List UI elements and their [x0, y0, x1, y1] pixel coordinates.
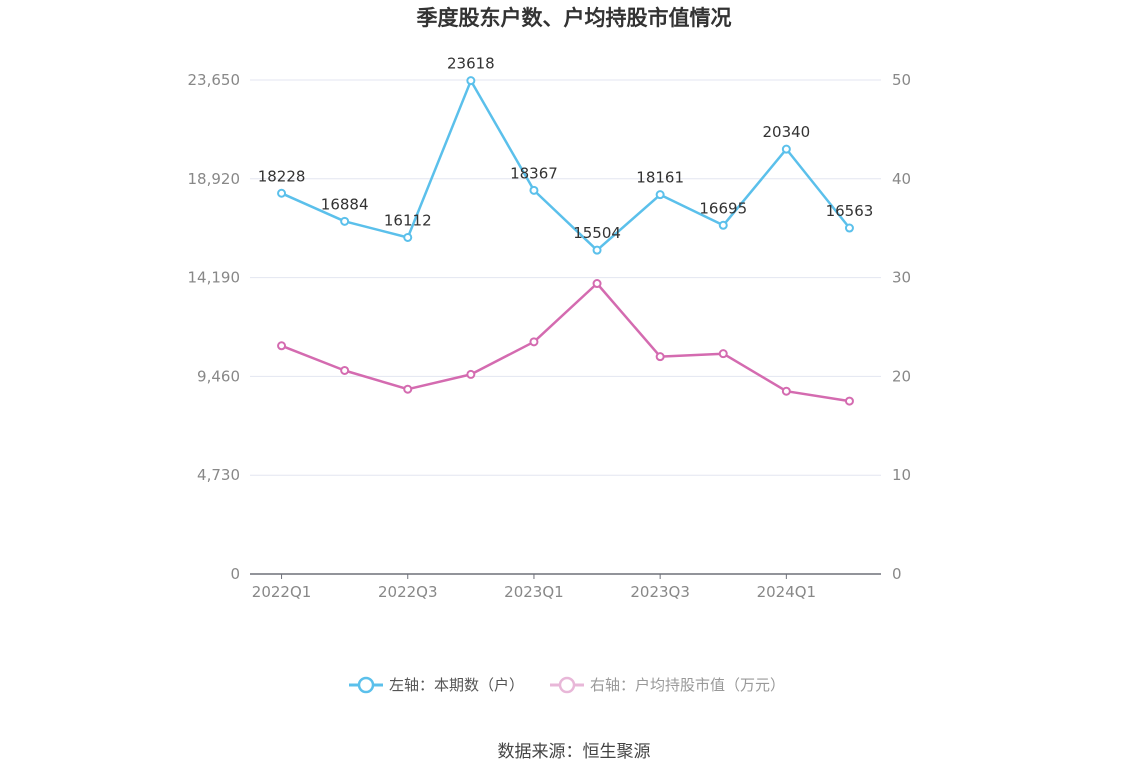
right-axis-tick-label: 40	[892, 170, 911, 188]
right-axis-tick-label: 0	[892, 565, 902, 583]
left-axis-tick-label: 18,920	[188, 170, 241, 188]
series-point-1[interactable]	[529, 337, 539, 347]
x-axis-tick-label: 2024Q1	[757, 583, 817, 601]
legend-marker-market-value	[558, 676, 576, 694]
series-point-1[interactable]	[655, 352, 665, 362]
series-point-0[interactable]	[781, 144, 791, 154]
data-label: 16563	[826, 202, 874, 220]
series-point-0[interactable]	[403, 232, 413, 242]
right-axis-tick-label: 10	[892, 466, 911, 484]
data-labels: 18228 16884 16112 23618 18367 15504 18161 16695…	[258, 55, 874, 242]
series-point-1[interactable]	[781, 386, 791, 396]
series-line-1	[281, 282, 850, 403]
series-point-0[interactable]	[655, 190, 665, 200]
data-label: 16884	[321, 195, 369, 213]
series-point-0[interactable]	[844, 223, 854, 233]
legend-label-market-value: 右轴：户均持股市值（万元）	[590, 676, 785, 694]
left-axis-tick-label: 14,190	[188, 269, 241, 287]
axes: 0 4,730 9,460 14,190 18,920 23,650 0 10 20 30 40 50…	[188, 71, 912, 601]
series-line-0	[281, 79, 851, 252]
x-axis-tick-label: 2022Q3	[378, 583, 438, 601]
series-point-0[interactable]	[718, 220, 728, 230]
series-point-0[interactable]	[277, 188, 287, 198]
x-axis-tick-label: 2023Q1	[504, 583, 564, 601]
series-point-1[interactable]	[403, 384, 413, 394]
left-axis-tick-label: 4,730	[197, 466, 240, 484]
series-point-1[interactable]	[844, 396, 854, 406]
data-label: 18228	[258, 167, 306, 185]
data-label: 20340	[762, 123, 810, 141]
x-axis-tick-label: 2022Q1	[252, 583, 312, 601]
right-axis-tick-label: 50	[892, 71, 911, 89]
left-axis-tick-label: 23,650	[188, 71, 241, 89]
legend-marker-households	[357, 676, 375, 694]
legend-item-households[interactable]: 左轴：本期数（户）	[349, 676, 524, 694]
legend-item-market-value[interactable]: 右轴：户均持股市值（万元）	[550, 676, 785, 694]
series-point-1[interactable]	[592, 279, 602, 289]
series-point-1[interactable]	[277, 341, 287, 351]
series-point-0[interactable]	[466, 76, 476, 86]
left-axis-tick-label: 9,460	[197, 367, 240, 385]
data-source: 数据来源：恒生聚源	[498, 742, 651, 762]
data-label: 18161	[636, 169, 684, 187]
data-label: 16112	[384, 211, 432, 229]
left-axis-tick-label: 0	[230, 565, 240, 583]
data-label: 23618	[447, 55, 495, 73]
right-axis-tick-label: 20	[892, 367, 911, 385]
grid	[250, 79, 881, 476]
series	[277, 76, 854, 406]
legend[interactable]: 左轴：本期数（户） 右轴：户均持股市值（万元）	[349, 676, 785, 694]
series-point-0[interactable]	[340, 216, 350, 226]
data-label: 18367	[510, 164, 558, 182]
data-label: 15504	[573, 224, 621, 242]
legend-label-households: 左轴：本期数（户）	[389, 676, 524, 694]
series-point-0[interactable]	[529, 185, 539, 195]
right-axis-tick-label: 30	[892, 269, 911, 287]
series-point-1[interactable]	[466, 369, 476, 379]
x-axis-tick-label: 2023Q3	[630, 583, 690, 601]
series-point-1[interactable]	[718, 349, 728, 359]
data-label: 16695	[699, 199, 747, 217]
series-point-0[interactable]	[592, 245, 602, 255]
series-point-1[interactable]	[340, 365, 350, 375]
chart-title: 季度股东户数、户均持股市值情况	[417, 6, 732, 30]
